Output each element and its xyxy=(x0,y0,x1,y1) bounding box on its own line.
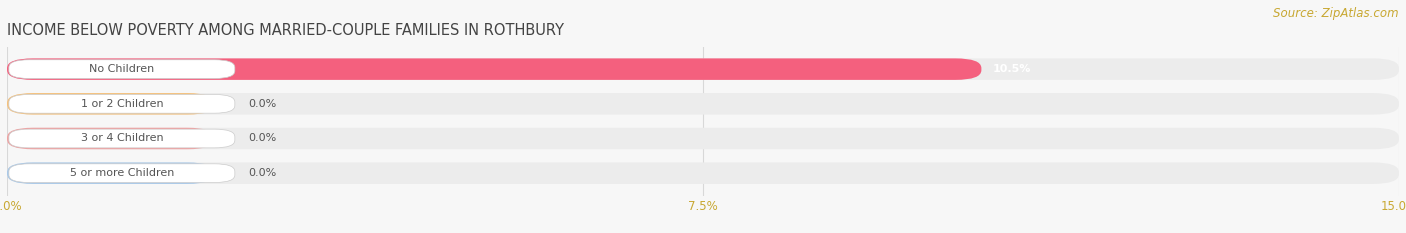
Text: 10.5%: 10.5% xyxy=(993,64,1031,74)
Text: 0.0%: 0.0% xyxy=(247,134,276,144)
FancyBboxPatch shape xyxy=(7,93,214,115)
FancyBboxPatch shape xyxy=(8,129,235,148)
FancyBboxPatch shape xyxy=(8,60,235,79)
Text: 0.0%: 0.0% xyxy=(247,99,276,109)
Text: 0.0%: 0.0% xyxy=(247,168,276,178)
FancyBboxPatch shape xyxy=(7,162,1399,184)
Text: No Children: No Children xyxy=(89,64,155,74)
FancyBboxPatch shape xyxy=(7,128,214,149)
Text: 1 or 2 Children: 1 or 2 Children xyxy=(80,99,163,109)
FancyBboxPatch shape xyxy=(7,58,981,80)
FancyBboxPatch shape xyxy=(7,162,214,184)
Text: 3 or 4 Children: 3 or 4 Children xyxy=(80,134,163,144)
Text: Source: ZipAtlas.com: Source: ZipAtlas.com xyxy=(1274,7,1399,20)
Text: 5 or more Children: 5 or more Children xyxy=(70,168,174,178)
FancyBboxPatch shape xyxy=(7,128,1399,149)
FancyBboxPatch shape xyxy=(7,93,1399,115)
Text: INCOME BELOW POVERTY AMONG MARRIED-COUPLE FAMILIES IN ROTHBURY: INCOME BELOW POVERTY AMONG MARRIED-COUPL… xyxy=(7,24,564,38)
FancyBboxPatch shape xyxy=(8,94,235,113)
FancyBboxPatch shape xyxy=(8,164,235,182)
FancyBboxPatch shape xyxy=(7,58,1399,80)
